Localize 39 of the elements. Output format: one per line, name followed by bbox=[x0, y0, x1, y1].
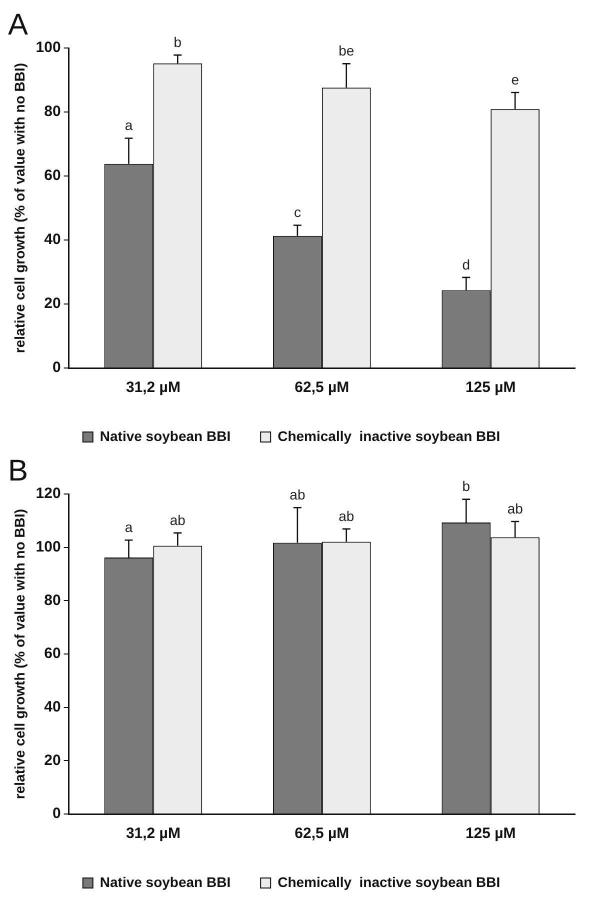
chart-title: A bbox=[8, 8, 28, 42]
annotation: a bbox=[124, 518, 133, 535]
annotation: b bbox=[462, 478, 470, 494]
annotation: d bbox=[462, 256, 470, 272]
x-tick-label: 62,5 µM bbox=[294, 825, 350, 842]
x-tick-label: 31,2 µM bbox=[126, 825, 180, 842]
annotation: e bbox=[511, 71, 520, 88]
y-tick-label: 40 bbox=[44, 698, 61, 716]
y-tick-label: 100 bbox=[36, 538, 61, 556]
y-tick-label: 100 bbox=[36, 39, 61, 56]
legend-label: Native soybean BBI bbox=[100, 874, 231, 890]
y-tick-label: 20 bbox=[44, 752, 61, 769]
annotation: b bbox=[174, 34, 182, 50]
y-tick-label: 120 bbox=[36, 485, 61, 502]
legend-label: Chemically inactive soybean BBI bbox=[278, 428, 500, 444]
annotation: ab bbox=[170, 512, 186, 528]
y-axis-title: relative cell growth (% of value with no BBI) bbox=[11, 508, 28, 800]
annotation: c bbox=[294, 204, 301, 220]
x-tick-label: 125 µM bbox=[465, 379, 516, 396]
annotation: be bbox=[338, 42, 354, 59]
x-tick-label: 62,5 µM bbox=[294, 379, 350, 396]
y-tick-label: 80 bbox=[44, 592, 61, 609]
y-tick-label: 60 bbox=[44, 167, 61, 184]
annotation: a bbox=[124, 117, 133, 134]
y-tick-label: 40 bbox=[44, 231, 61, 248]
annotation: ab bbox=[507, 500, 524, 516]
x-tick-label: 31,2 µM bbox=[126, 379, 180, 396]
y-axis-title: relative cell growth (% of value with no BBI) bbox=[11, 62, 28, 354]
y-tick-label: 80 bbox=[44, 103, 61, 120]
chart-title: B bbox=[8, 454, 28, 488]
legend-label: Chemically inactive soybean BBI bbox=[278, 874, 500, 890]
annotation: ab bbox=[338, 508, 354, 524]
annotation: ab bbox=[290, 486, 306, 502]
y-tick-label: 0 bbox=[52, 805, 61, 822]
y-tick-label: 60 bbox=[44, 645, 61, 662]
y-tick-label: 0 bbox=[52, 359, 61, 376]
legend-label: Native soybean BBI bbox=[100, 428, 231, 444]
y-tick-label: 20 bbox=[44, 295, 61, 312]
x-tick-label: 125 µM bbox=[465, 825, 516, 842]
